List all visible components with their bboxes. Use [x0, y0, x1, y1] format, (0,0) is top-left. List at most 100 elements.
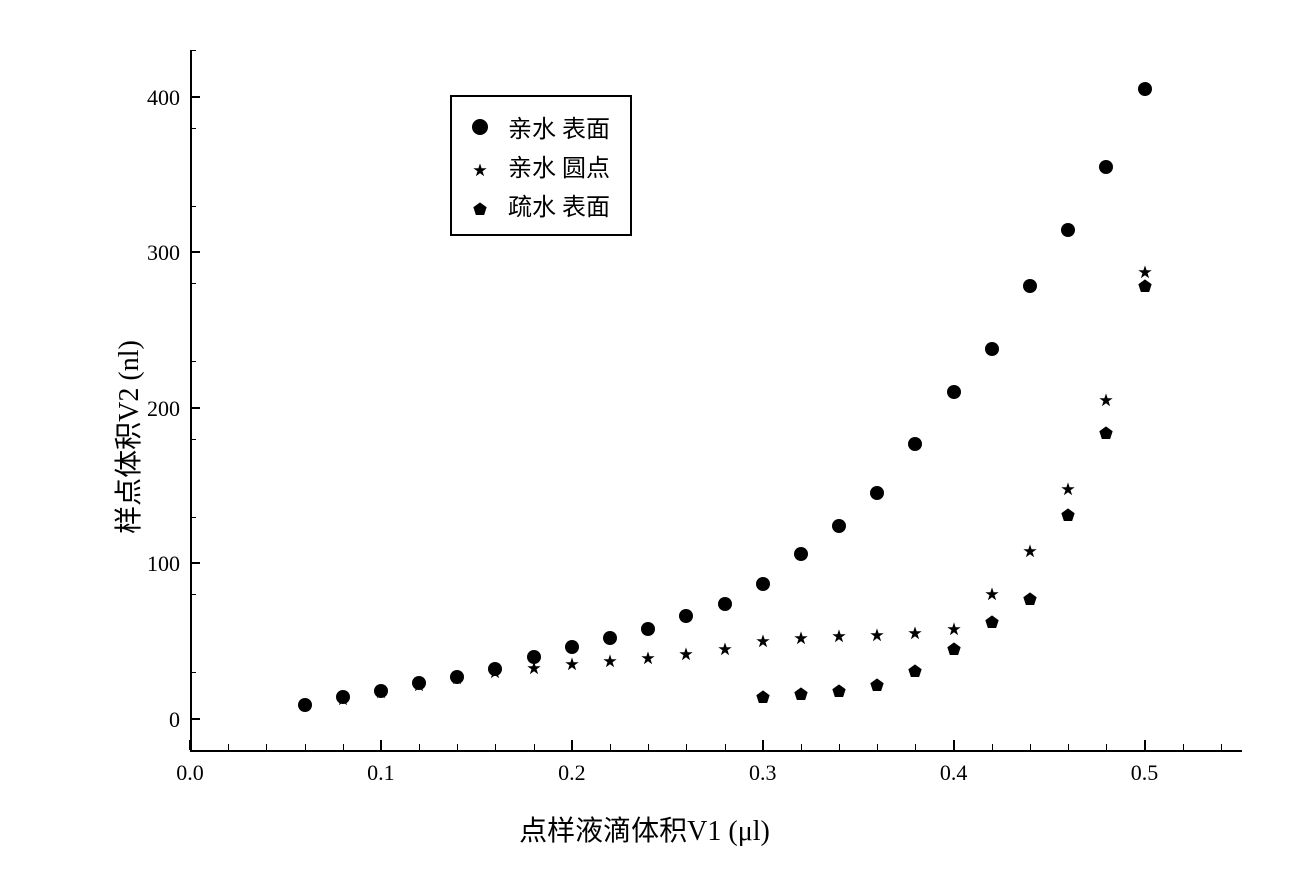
x-tick-label: 0.5 — [1131, 760, 1159, 786]
x-tick-minor — [343, 744, 344, 750]
chart-container: 样点体积V2 (nl) 点样液滴体积V1 (μl) 0 100 200 300 400 0… — [20, 20, 1269, 854]
y-tick-label: 100 — [140, 551, 180, 577]
data-point — [831, 628, 847, 644]
x-tick-minor — [495, 744, 496, 750]
data-point — [297, 697, 313, 713]
x-tick-mark — [1144, 740, 1146, 750]
y-tick-label: 0 — [140, 707, 180, 733]
data-point — [755, 689, 771, 705]
data-point — [907, 663, 923, 679]
data-point — [946, 641, 962, 657]
data-point — [793, 630, 809, 646]
data-point — [984, 614, 1000, 630]
data-point — [678, 646, 694, 662]
data-point — [640, 650, 656, 666]
x-axis-label: 点样液滴体积V1 (μl) — [519, 809, 770, 849]
data-point — [832, 519, 846, 533]
x-tick-minor — [457, 744, 458, 750]
y-tick-minor — [190, 517, 196, 518]
x-tick-mark — [571, 740, 573, 750]
data-point — [564, 656, 580, 672]
y-tick-label: 200 — [140, 396, 180, 422]
y-tick-minor — [190, 206, 196, 207]
data-point — [1060, 481, 1076, 497]
data-point — [335, 691, 351, 707]
data-point — [1023, 279, 1037, 293]
data-point — [907, 625, 923, 641]
x-tick-mark — [953, 740, 955, 750]
x-tick-minor — [801, 744, 802, 750]
data-point — [1098, 425, 1114, 441]
x-tick-minor — [839, 744, 840, 750]
x-tick-minor — [610, 744, 611, 750]
x-tick-minor — [419, 744, 420, 750]
x-tick-mark — [762, 740, 764, 750]
data-point — [869, 627, 885, 643]
x-tick-label: 0.0 — [176, 760, 204, 786]
data-point — [602, 653, 618, 669]
data-point — [526, 660, 542, 676]
data-point — [1061, 223, 1075, 237]
x-tick-minor — [915, 744, 916, 750]
legend-row: 亲水 表面 — [472, 109, 610, 144]
data-point — [756, 577, 770, 591]
y-tick-mark — [190, 718, 200, 720]
data-point — [1138, 82, 1152, 96]
data-point — [487, 664, 503, 680]
data-point — [947, 385, 961, 399]
data-point — [411, 677, 427, 693]
data-point — [1060, 507, 1076, 523]
data-point — [641, 622, 655, 636]
legend-marker-circle-icon — [472, 119, 488, 135]
data-point — [717, 641, 733, 657]
y-tick-label: 400 — [140, 85, 180, 111]
data-point — [679, 609, 693, 623]
x-tick-minor — [877, 744, 878, 750]
x-tick-label: 0.3 — [749, 760, 777, 786]
x-tick-minor — [992, 744, 993, 750]
y-tick-minor — [190, 283, 196, 284]
y-tick-minor — [190, 50, 196, 51]
data-point — [449, 670, 465, 686]
x-tick-label: 0.1 — [367, 760, 395, 786]
y-tick-mark — [190, 407, 200, 409]
x-tick-minor — [725, 744, 726, 750]
y-tick-label: 300 — [140, 240, 180, 266]
data-point — [565, 640, 579, 654]
y-tick-mark — [190, 251, 200, 253]
y-tick-minor — [190, 672, 196, 673]
data-point — [718, 597, 732, 611]
legend-row: 亲水 圆点 — [472, 148, 610, 183]
x-tick-minor — [1068, 744, 1069, 750]
y-tick-minor — [190, 594, 196, 595]
legend-label: 疏水 表面 — [508, 187, 610, 222]
data-point — [1022, 543, 1038, 559]
y-tick-minor — [190, 128, 196, 129]
x-tick-minor — [228, 744, 229, 750]
y-tick-minor — [190, 439, 196, 440]
data-point — [794, 547, 808, 561]
y-axis-label: 样点体积V2 (nl) — [107, 340, 147, 534]
legend-marker-star-icon — [472, 158, 488, 174]
data-point — [603, 631, 617, 645]
x-tick-minor — [1106, 744, 1107, 750]
x-tick-mark — [189, 740, 191, 750]
x-tick-minor — [305, 744, 306, 750]
x-tick-label: 0.4 — [940, 760, 968, 786]
data-point — [869, 677, 885, 693]
x-tick-minor — [648, 744, 649, 750]
y-tick-minor — [190, 361, 196, 362]
legend-label: 亲水 表面 — [508, 109, 610, 144]
legend: 亲水 表面亲水 圆点疏水 表面 — [450, 95, 632, 236]
x-tick-minor — [686, 744, 687, 750]
legend-marker-pentagon-icon — [472, 197, 488, 213]
x-tick-mark — [380, 740, 382, 750]
data-point — [1098, 392, 1114, 408]
data-point — [1099, 160, 1113, 174]
data-point — [373, 684, 389, 700]
x-tick-label: 0.2 — [558, 760, 586, 786]
data-point — [870, 486, 884, 500]
data-point — [946, 621, 962, 637]
data-point — [1137, 278, 1153, 294]
y-tick-mark — [190, 96, 200, 98]
